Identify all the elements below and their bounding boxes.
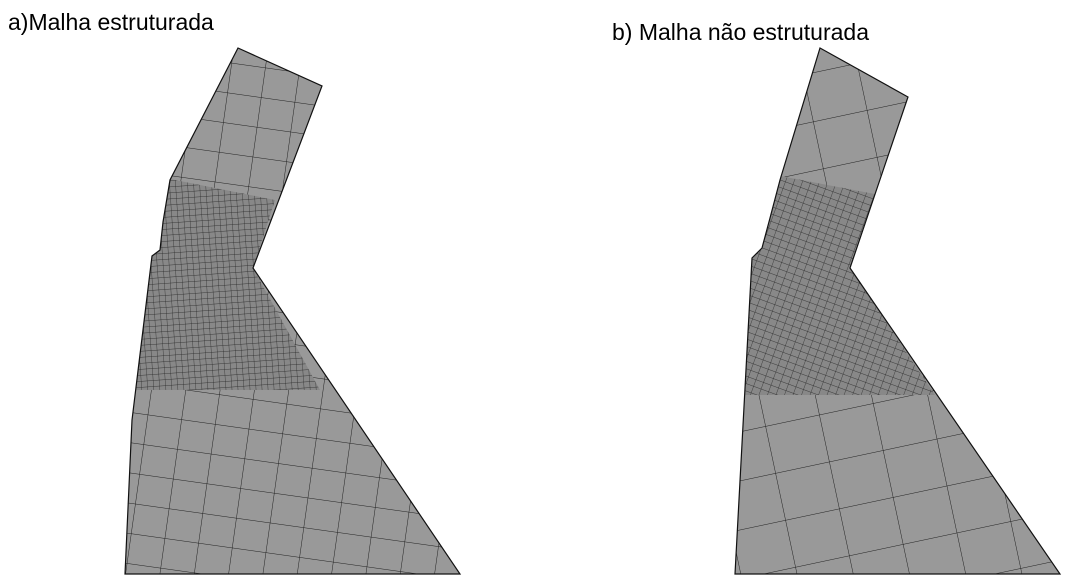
panel-label: a)Malha estruturada (8, 9, 214, 35)
figure: a)Malha estruturada b) Malha não estrutu… (0, 0, 1067, 579)
structured-mesh (120, 40, 470, 579)
unstructured-mesh (730, 40, 1067, 579)
panel-label: b) Malha não estruturada (612, 19, 869, 45)
